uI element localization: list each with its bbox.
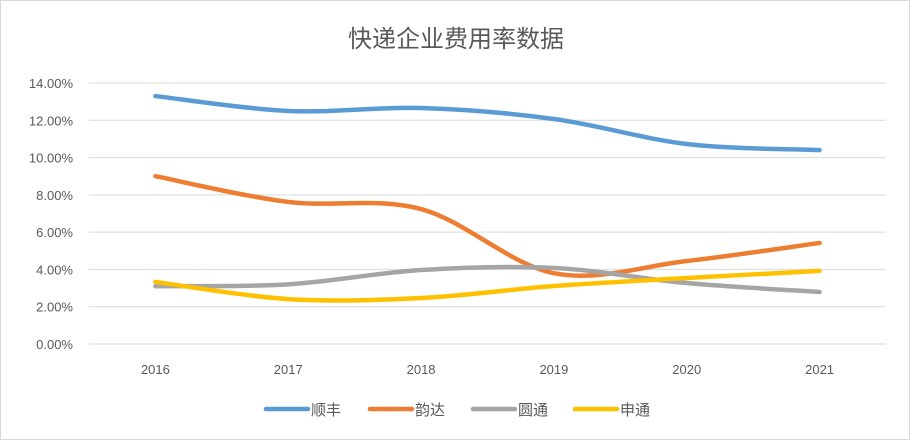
x-tick-label: 2020 [672,362,701,377]
legend-label: 顺丰 [311,401,341,419]
y-tick-label: 14.00% [29,76,74,91]
y-tick-label: 10.00% [29,151,74,166]
series-line-圆通 [153,264,822,295]
x-tick-label: 2016 [141,362,170,377]
x-tick-label: 2017 [274,362,303,377]
series-line-顺丰 [153,93,822,153]
series-line-韵达 [153,173,822,278]
x-tick-label: 2019 [539,362,568,377]
legend-label: 圆通 [518,401,548,419]
legend-label: 韵达 [415,401,445,419]
x-tick-label: 2018 [407,362,436,377]
series-line-申通 [153,268,822,303]
x-tick-label: 2021 [805,362,834,377]
y-tick-label: 4.00% [36,262,73,277]
y-tick-label: 0.00% [36,337,73,352]
y-tick-label: 2.00% [36,300,73,315]
y-tick-label: 6.00% [36,225,73,240]
y-tick-label: 12.00% [29,113,74,128]
y-tick-label: 8.00% [36,188,73,203]
chart-title: 快递企业费用率数据 [348,25,564,53]
legend-label: 申通 [620,401,650,419]
